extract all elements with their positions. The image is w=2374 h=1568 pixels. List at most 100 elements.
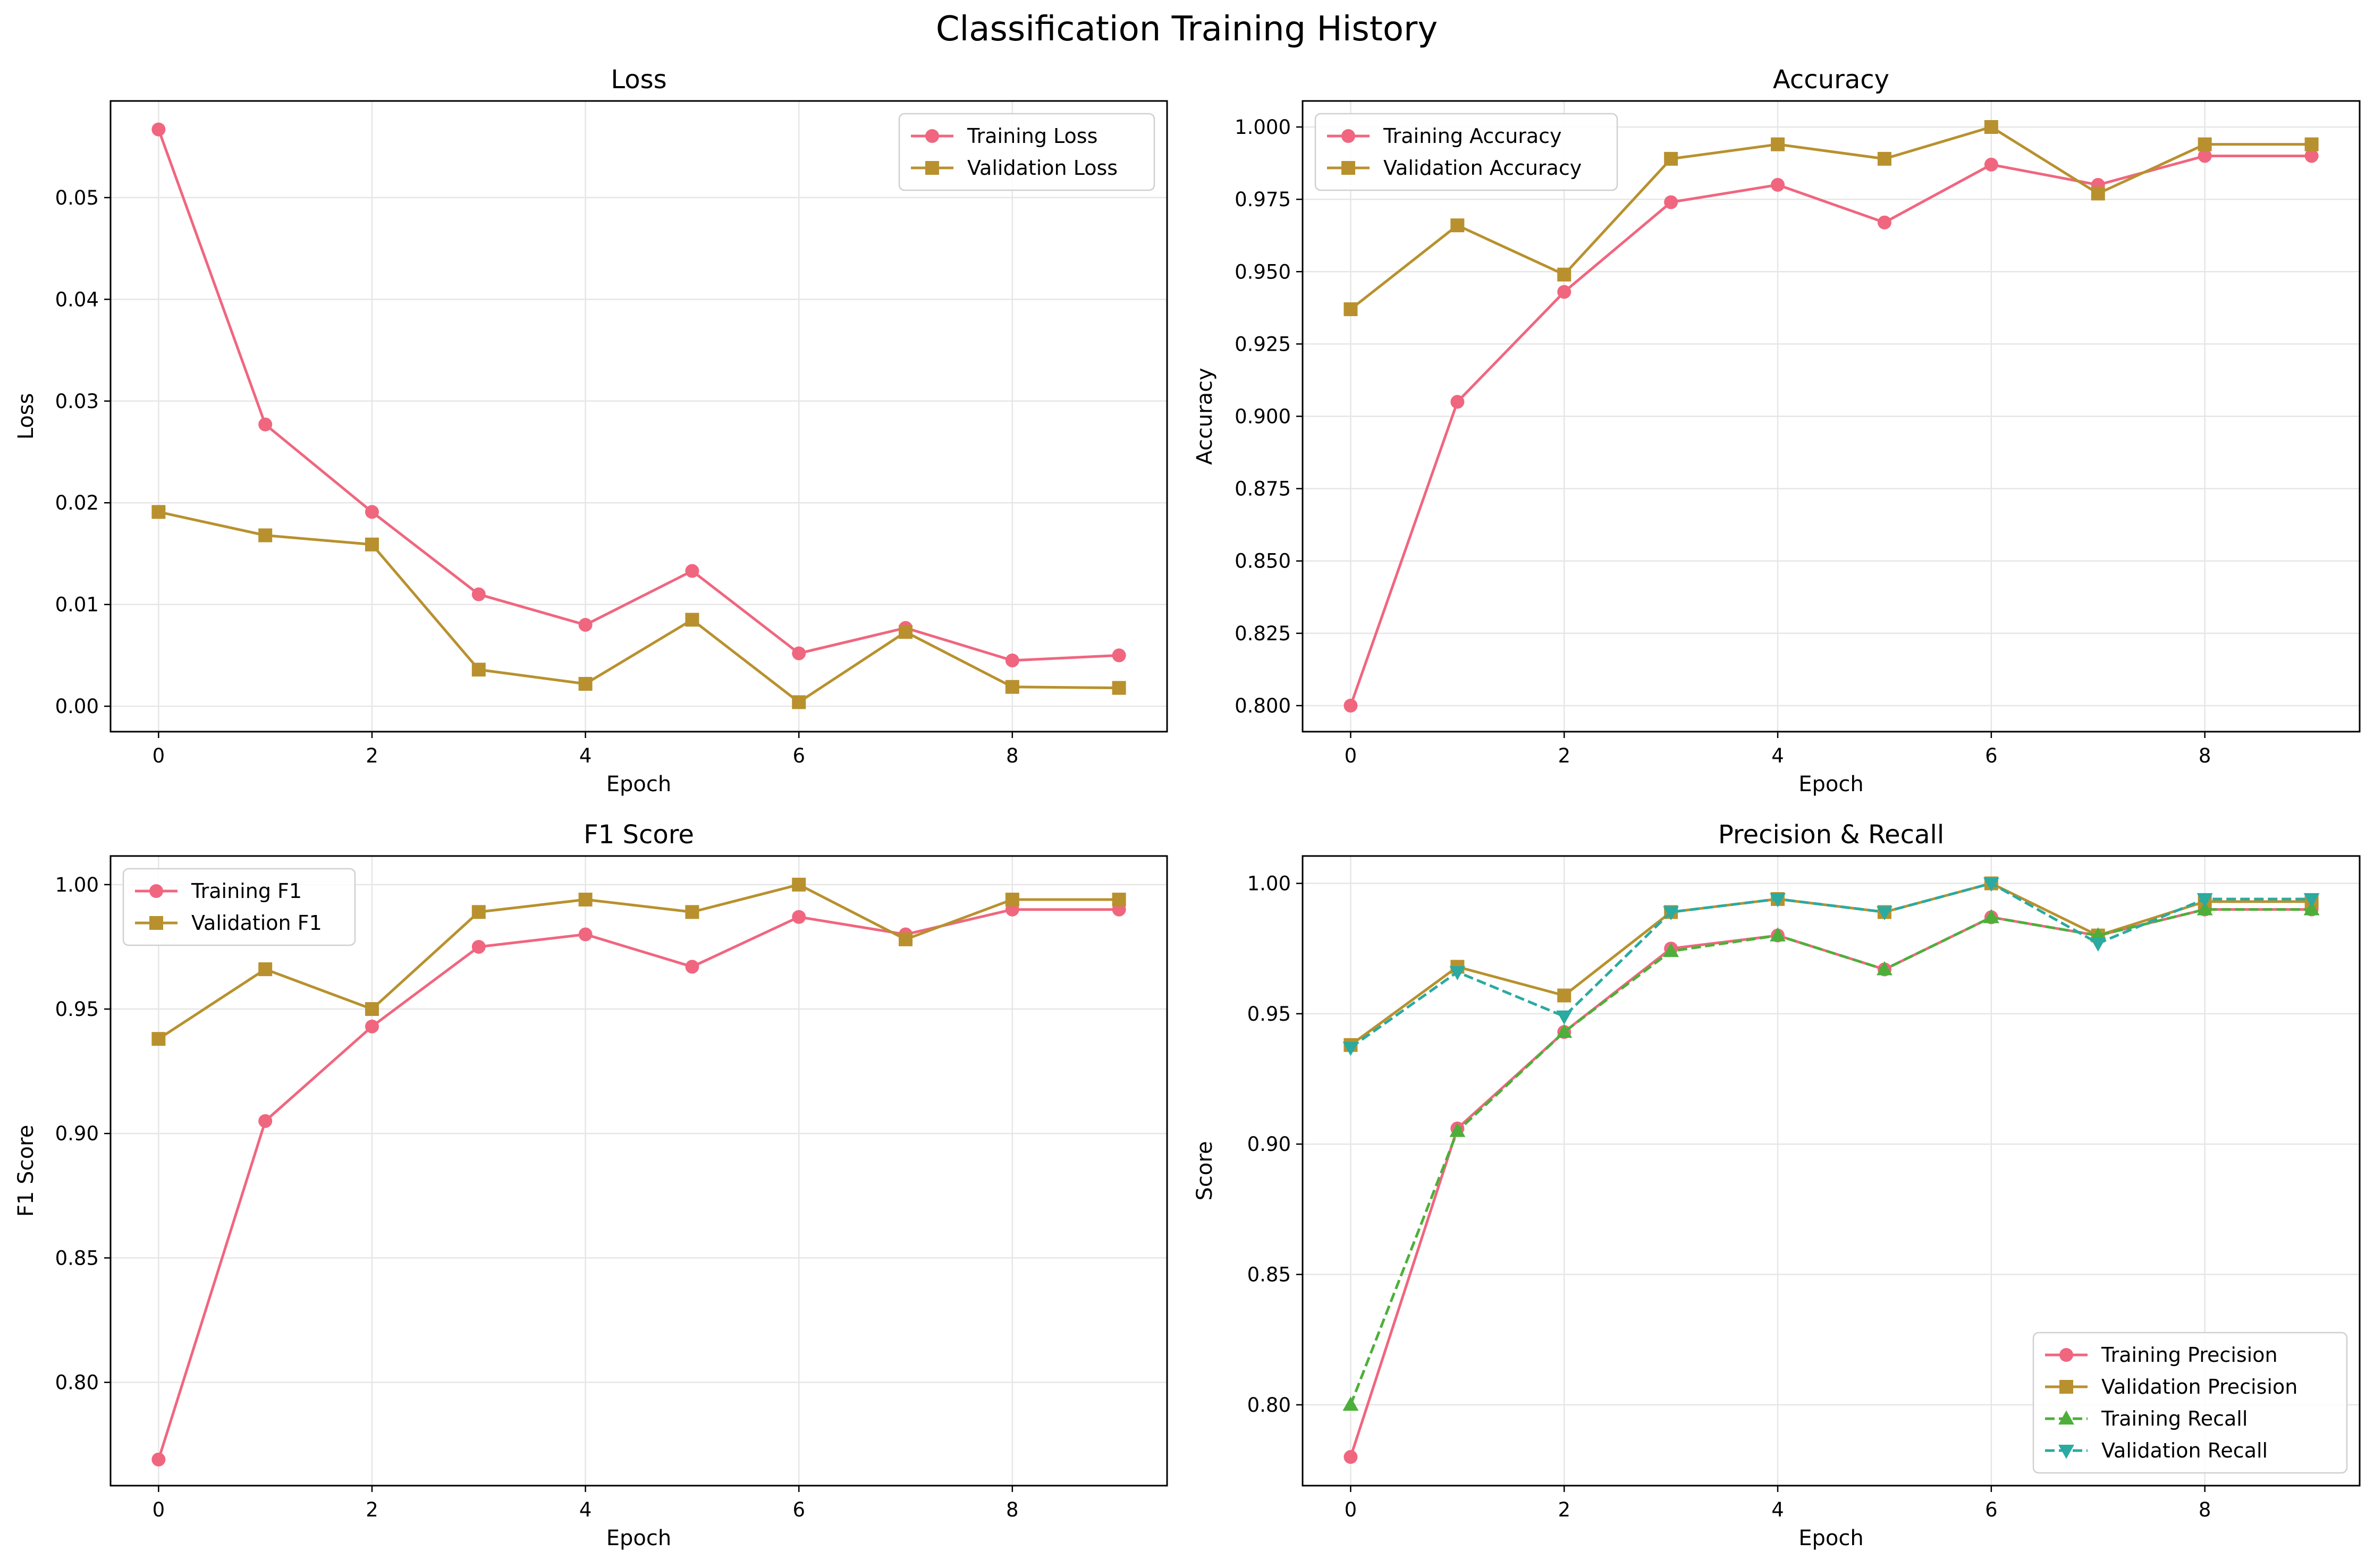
- data-point-training-f1: [365, 1019, 379, 1033]
- data-point-training-accuracy: [1984, 157, 1998, 172]
- data-point-training-recall: [2196, 901, 2213, 916]
- data-point-validation-f1: [578, 892, 593, 906]
- y-tick-label: 0.04: [55, 288, 99, 311]
- data-point-training-accuracy: [2198, 149, 2212, 163]
- data-point-training-recall: [2303, 901, 2320, 916]
- data-point-validation-recall: [1449, 966, 1466, 980]
- axes-frame-accuracy: [1302, 100, 2361, 733]
- x-tick-label: 6: [792, 744, 805, 767]
- series-line-training-f1: [157, 908, 1119, 1460]
- data-point-training-f1: [685, 960, 699, 974]
- legend-swatch-marker: [149, 884, 163, 898]
- legend-swatch-marker: [149, 916, 163, 930]
- y-axis-label-f1-score: F1 Score: [14, 1125, 38, 1217]
- series-line-validation-recall: [1349, 882, 2312, 1049]
- data-point-training-recall: [1983, 909, 1999, 923]
- x-tick-label: 4: [579, 1498, 592, 1521]
- series-group-accuracy: [1344, 120, 2319, 713]
- legend-accuracy: Training Accuracy Validation Accuracy: [1314, 113, 1618, 191]
- data-point-validation-accuracy: [1984, 120, 1998, 134]
- legend-label: Training Accuracy: [1383, 124, 1562, 148]
- data-point-training-accuracy: [1664, 195, 1678, 209]
- y-tick-label: 0.90: [1247, 1133, 1291, 1156]
- data-point-training-accuracy: [1771, 177, 1785, 192]
- legend-item-validation-precision: Validation Precision: [2045, 1375, 2297, 1399]
- y-tick-label: 1.00: [1247, 872, 1291, 895]
- legend-swatch-marker: [1341, 161, 1355, 175]
- legend-box: [898, 113, 1155, 191]
- data-point-validation-loss: [899, 625, 913, 639]
- data-point-validation-loss: [792, 695, 806, 709]
- x-axis-label-accuracy: Epoch: [1798, 772, 1863, 796]
- y-tick-label: 0.85: [55, 1247, 99, 1269]
- data-point-validation-accuracy: [1557, 267, 1572, 282]
- data-point-validation-precision: [1557, 988, 1572, 1003]
- data-point-validation-accuracy: [1664, 151, 1678, 166]
- data-point-validation-recall: [1556, 1010, 1573, 1025]
- data-point-validation-f1: [258, 962, 273, 977]
- data-point-training-loss: [471, 587, 486, 601]
- x-tick-label: 2: [1558, 1498, 1570, 1521]
- series-line-training-loss: [157, 129, 1119, 662]
- legend-label: Validation Precision: [2101, 1375, 2297, 1399]
- legend-swatch-marker: [2058, 1410, 2074, 1425]
- y-tick-label: 0.825: [1235, 622, 1291, 645]
- data-point-validation-accuracy: [1344, 302, 1358, 317]
- data-point-training-accuracy: [2304, 149, 2319, 163]
- legend-label: Training Recall: [2101, 1407, 2248, 1430]
- legend-item-training-precision: Training Precision: [2045, 1343, 2278, 1367]
- data-point-validation-f1: [1112, 892, 1126, 906]
- x-tick-label: 4: [579, 744, 592, 767]
- axes-frame-precision-recall: [1302, 855, 2361, 1487]
- data-point-validation-loss: [685, 613, 699, 627]
- panel-f1-score: 0 2 4 6 8 0.80 0.85 0.90 0.95 1.00 F1 Score Epoch F1…: [14, 820, 1168, 1550]
- y-tick-label: 0.85: [1247, 1264, 1291, 1286]
- ticks-f1-score: 0 2 4 6 8 0.80 0.85 0.90 0.95 1.00: [55, 874, 1019, 1521]
- legend-label: Training Precision: [2101, 1343, 2278, 1367]
- data-point-validation-f1: [365, 1002, 379, 1016]
- axes-frame-loss: [109, 100, 1168, 733]
- y-tick-label: 0.80: [1247, 1394, 1291, 1417]
- ticks-accuracy: 0 2 4 6 8 0.800 0.825 0.850 0.875 0.900 0.925 0.950…: [1235, 116, 2211, 767]
- data-point-validation-accuracy: [1877, 151, 1891, 166]
- data-point-training-recall: [1877, 961, 1893, 976]
- legend-box: [2032, 1332, 2348, 1474]
- series-group-loss: [151, 122, 1126, 709]
- data-point-training-recall: [1770, 927, 1786, 942]
- x-tick-label: 2: [1558, 744, 1570, 767]
- x-tick-label: 6: [1985, 1498, 1998, 1521]
- data-point-training-loss: [151, 122, 166, 137]
- y-tick-label: 0.02: [55, 491, 99, 514]
- data-point-training-recall: [1449, 1123, 1466, 1137]
- x-tick-label: 8: [1006, 1498, 1019, 1521]
- data-point-validation-loss: [151, 505, 166, 519]
- x-tick-label: 0: [153, 744, 165, 767]
- y-axis-label-precision-recall: Score: [1193, 1141, 1217, 1200]
- y-tick-label: 0.95: [55, 998, 99, 1021]
- x-tick-label: 8: [2199, 744, 2211, 767]
- series-validation-accuracy: [1344, 120, 2319, 317]
- legend-box: [122, 868, 356, 946]
- data-point-training-f1: [578, 927, 593, 942]
- y-tick-label: 0.875: [1235, 478, 1291, 501]
- legend-label: Validation Loss: [967, 156, 1118, 180]
- data-point-validation-f1: [899, 932, 913, 946]
- y-tick-label: 1.000: [1235, 116, 1291, 139]
- legend-item-training-recall: Training Recall: [2045, 1407, 2248, 1430]
- data-point-validation-accuracy: [1771, 137, 1785, 151]
- panel-title-precision-recall: Precision & Recall: [1718, 820, 1944, 850]
- grid-loss: [111, 101, 1167, 732]
- legend-label: Training F1: [191, 879, 302, 903]
- panel-title-accuracy: Accuracy: [1773, 65, 1889, 95]
- data-point-training-loss: [685, 564, 699, 578]
- data-point-validation-recall: [2090, 937, 2106, 952]
- x-tick-label: 2: [366, 744, 378, 767]
- y-tick-label: 0.80: [55, 1371, 99, 1394]
- data-point-training-accuracy: [1344, 698, 1358, 713]
- legend-precision-recall: Training Precision Validation Precision Tr…: [2032, 1332, 2348, 1474]
- data-point-validation-accuracy: [2198, 137, 2212, 151]
- data-point-validation-recall: [2303, 893, 2320, 908]
- data-point-training-precision: [1344, 1450, 1358, 1464]
- data-point-validation-f1: [1005, 892, 1019, 906]
